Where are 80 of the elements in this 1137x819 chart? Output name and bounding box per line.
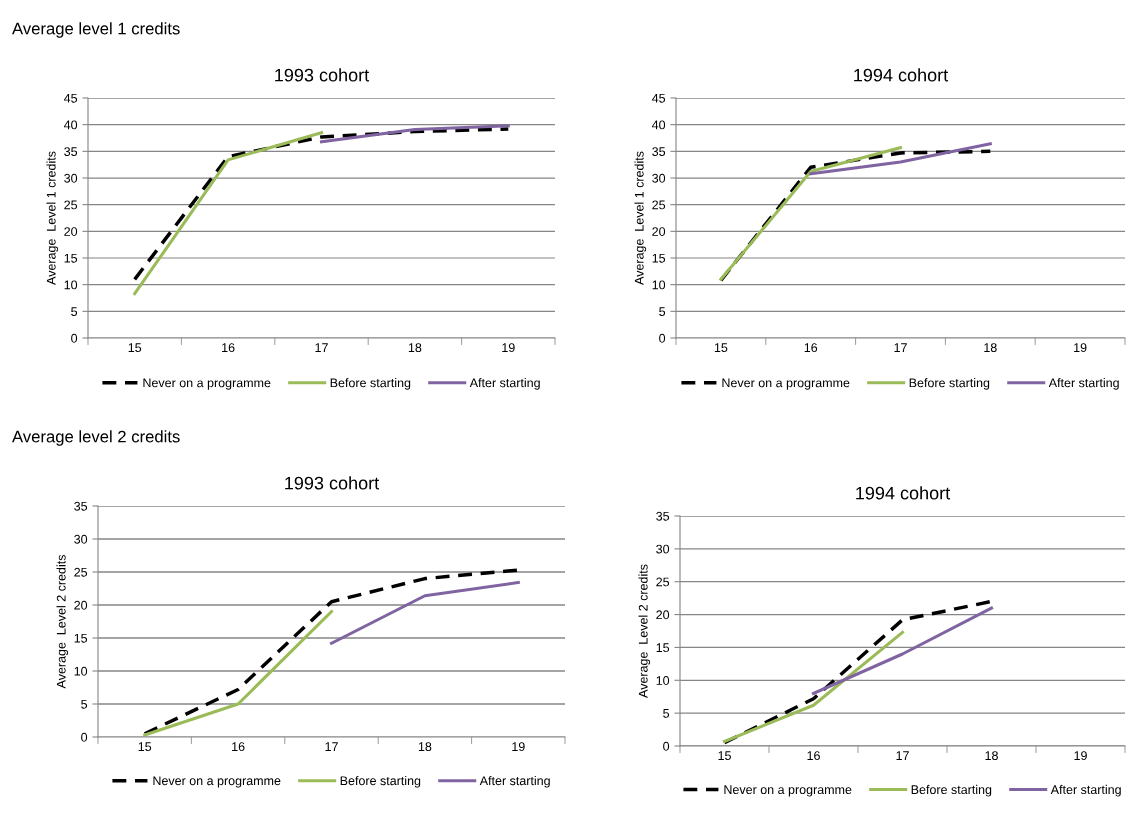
y-axis-title: Average Level 1 credits [46, 151, 59, 285]
x-tick-label: 17 [315, 343, 328, 352]
legend-label: Before starting [330, 378, 411, 390]
y-tick-label: 0 [663, 741, 670, 751]
y-tick-label: 35 [74, 501, 88, 511]
x-tick-label: 17 [325, 742, 338, 751]
x-tick-label: 15 [718, 751, 731, 761]
legend-label: Never on a programme [724, 785, 852, 797]
chart-title: 1994 cohort [856, 486, 951, 500]
y-tick-label: 25 [652, 200, 666, 210]
legend-label: Before starting [909, 378, 990, 390]
chart-title: 1993 cohort [275, 68, 370, 82]
y-tick-label: 25 [64, 200, 78, 210]
text: Average level 2 credits [12, 430, 180, 446]
legend-label: Before starting [340, 775, 421, 788]
y-tick-label: 30 [656, 544, 670, 554]
y-tick-label: 5 [663, 709, 670, 718]
text: Average level 1 credits [12, 22, 180, 38]
y-tick-label: 20 [652, 227, 666, 236]
legend-label: Before starting [911, 784, 992, 797]
x-tick-label: 16 [807, 751, 820, 761]
y-axis-title: Average Level 2 credits [638, 564, 651, 698]
y-tick-label: 10 [656, 676, 670, 685]
legend-label: After starting [479, 775, 550, 788]
y-tick-label: 35 [652, 147, 666, 156]
legend-label: Never on a programme [153, 776, 281, 788]
y-tick-label: 15 [64, 253, 78, 263]
x-tick-label: 16 [232, 742, 245, 752]
x-tick-label: 19 [512, 742, 525, 752]
y-tick-label: 10 [64, 280, 78, 290]
x-tick-label: 18 [418, 742, 432, 752]
y-tick-label: 45 [651, 93, 666, 103]
x-tick-label: 17 [894, 343, 907, 352]
y-tick-label: 15 [652, 253, 666, 263]
y-tick-label: 20 [64, 227, 78, 236]
legend-label: After starting [1048, 378, 1119, 390]
y-axis-title: Average Level 2 credits [56, 555, 69, 689]
y-tick-label: 35 [64, 147, 78, 156]
y-tick-label: 40 [63, 120, 78, 130]
y-tick-label: 20 [656, 610, 670, 620]
y-tick-label: 15 [74, 633, 88, 643]
y-tick-label: 0 [659, 333, 666, 343]
y-tick-label: 30 [64, 173, 78, 183]
x-tick-label: 15 [138, 742, 152, 752]
y-tick-label: 25 [74, 567, 88, 577]
y-tick-label: 0 [81, 732, 88, 742]
y-tick-label: 5 [71, 307, 78, 316]
y-tick-label: 30 [652, 173, 666, 183]
line-series [132, 127, 511, 282]
y-tick-label: 10 [652, 280, 666, 290]
x-tick-label: 19 [1074, 751, 1087, 761]
line-series [719, 149, 993, 283]
legend-label: After starting [469, 378, 540, 390]
y-tick-label: 10 [74, 666, 88, 676]
y-tick-label: 45 [63, 93, 78, 103]
chart-title: 1993 cohort [285, 476, 380, 490]
y-tick-label: 30 [74, 534, 88, 544]
x-tick-label: 18 [408, 343, 422, 353]
y-tick-label: 20 [74, 600, 88, 610]
x-tick-label: 15 [714, 343, 728, 353]
y-tick-label: 5 [659, 307, 666, 316]
legend-label: Never on a programme [143, 378, 271, 390]
x-tick-label: 16 [804, 343, 818, 353]
x-tick-label: 18 [985, 751, 998, 761]
legend-label: After starting [1050, 784, 1121, 797]
y-tick-label: 40 [651, 120, 666, 130]
y-tick-label: 5 [81, 699, 88, 709]
y-tick-label: 25 [656, 577, 670, 587]
x-tick-label: 16 [222, 343, 235, 353]
chart-title: 1994 cohort [854, 68, 949, 82]
x-tick-label: 18 [984, 343, 997, 353]
legend-label: Never on a programme [722, 378, 850, 390]
x-tick-label: 15 [128, 343, 142, 353]
x-tick-label: 19 [1074, 343, 1087, 353]
y-tick-label: 0 [71, 333, 78, 343]
y-tick-label: 35 [656, 511, 670, 521]
x-tick-label: 17 [896, 751, 909, 760]
y-axis-title: Average Level 1 credits [634, 151, 647, 285]
x-tick-label: 19 [502, 343, 515, 353]
y-tick-label: 15 [656, 643, 670, 653]
